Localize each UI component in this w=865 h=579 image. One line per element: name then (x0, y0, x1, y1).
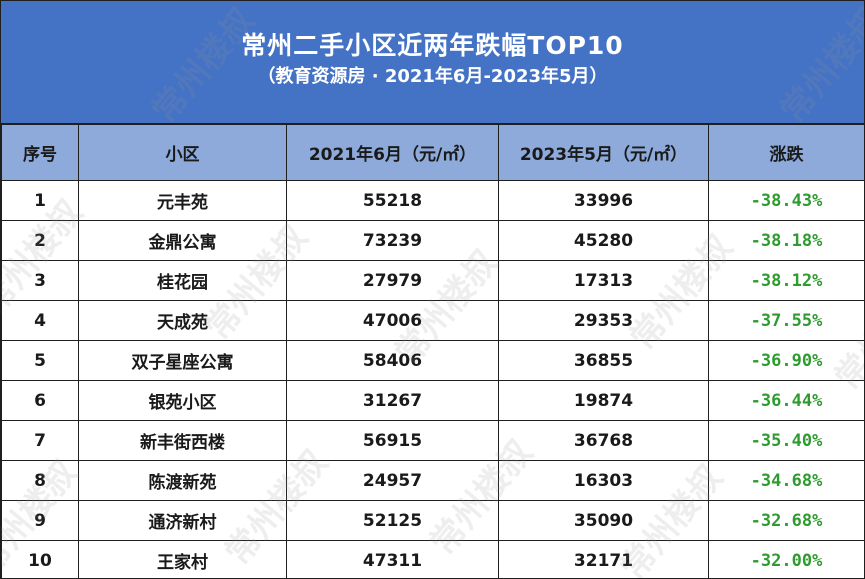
rank-cell: 5 (1, 340, 79, 381)
community-cell: 桂花园 (78, 260, 287, 301)
change-cell: -37.55% (708, 300, 864, 341)
table-row: 5 双子星座公寓 58406 36855 -36.90% (1, 340, 864, 381)
price-2021-cell: 27979 (286, 260, 499, 301)
table-row: 7 新丰街西楼 56915 36768 -35.40% (1, 420, 864, 461)
price-2021-cell: 55218 (286, 180, 499, 221)
price-2021-cell: 56915 (286, 420, 499, 461)
table-row: 1 元丰苑 55218 33996 -38.43% (1, 180, 864, 221)
table-row: 2 金鼎公寓 73239 45280 -38.18% (1, 220, 864, 261)
change-cell: -32.68% (708, 500, 864, 541)
column-header-price-2021: 2021年6月（元/㎡） (286, 124, 499, 181)
column-header-price-2023: 2023年5月（元/㎡） (498, 124, 709, 181)
community-cell: 天成苑 (78, 300, 287, 341)
table-row: 9 通济新村 52125 35090 -32.68% (1, 500, 864, 541)
page-title: 常州二手小区近两年跌幅TOP10 (241, 31, 624, 60)
price-2021-cell: 52125 (286, 500, 499, 541)
price-2021-cell: 58406 (286, 340, 499, 381)
community-cell: 陈渡新苑 (78, 460, 287, 501)
price-2023-cell: 35090 (498, 500, 709, 541)
community-cell: 元丰苑 (78, 180, 287, 221)
community-cell: 通济新村 (78, 500, 287, 541)
price-2021-cell: 47311 (286, 540, 499, 578)
change-cell: -32.00% (708, 540, 864, 578)
price-2021-cell: 24957 (286, 460, 499, 501)
change-cell: -38.18% (708, 220, 864, 261)
price-2023-cell: 32171 (498, 540, 709, 578)
title-banner: 常州二手小区近两年跌幅TOP10 （教育资源房 · 2021年6月-2023年5… (1, 1, 864, 124)
table-row: 10 王家村 47311 32171 -32.00% (1, 540, 864, 578)
price-2023-cell: 29353 (498, 300, 709, 341)
column-header-rank: 序号 (1, 124, 79, 181)
table-header-row: 序号 小区 2021年6月（元/㎡） 2023年5月（元/㎡） 涨跌 (1, 124, 864, 181)
rank-cell: 3 (1, 260, 79, 301)
column-header-change: 涨跌 (708, 124, 864, 181)
column-header-community: 小区 (78, 124, 287, 181)
rank-cell: 2 (1, 220, 79, 261)
price-2023-cell: 16303 (498, 460, 709, 501)
price-2023-cell: 17313 (498, 260, 709, 301)
community-cell: 银苑小区 (78, 380, 287, 421)
price-2021-cell: 31267 (286, 380, 499, 421)
community-cell: 王家村 (78, 540, 287, 578)
page-subtitle: （教育资源房 · 2021年6月-2023年5月） (257, 66, 608, 87)
price-2023-cell: 45280 (498, 220, 709, 261)
table-row: 8 陈渡新苑 24957 16303 -34.68% (1, 460, 864, 501)
table-row: 6 银苑小区 31267 19874 -36.44% (1, 380, 864, 421)
change-cell: -38.43% (708, 180, 864, 221)
rank-cell: 6 (1, 380, 79, 421)
price-2021-cell: 47006 (286, 300, 499, 341)
rank-cell: 1 (1, 180, 79, 221)
price-2023-cell: 19874 (498, 380, 709, 421)
table-row: 4 天成苑 47006 29353 -37.55% (1, 300, 864, 341)
table-row: 3 桂花园 27979 17313 -38.12% (1, 260, 864, 301)
change-cell: -35.40% (708, 420, 864, 461)
rank-cell: 10 (1, 540, 79, 578)
rank-cell: 8 (1, 460, 79, 501)
community-cell: 金鼎公寓 (78, 220, 287, 261)
rank-cell: 4 (1, 300, 79, 341)
change-cell: -36.44% (708, 380, 864, 421)
price-2023-cell: 36855 (498, 340, 709, 381)
community-cell: 新丰街西楼 (78, 420, 287, 461)
ranking-table: 序号 小区 2021年6月（元/㎡） 2023年5月（元/㎡） 涨跌 1 元丰苑… (1, 124, 864, 578)
change-cell: -38.12% (708, 260, 864, 301)
price-2023-cell: 36768 (498, 420, 709, 461)
community-cell: 双子星座公寓 (78, 340, 287, 381)
price-2023-cell: 33996 (498, 180, 709, 221)
change-cell: -36.90% (708, 340, 864, 381)
rank-cell: 9 (1, 500, 79, 541)
change-cell: -34.68% (708, 460, 864, 501)
rank-cell: 7 (1, 420, 79, 461)
price-2021-cell: 73239 (286, 220, 499, 261)
